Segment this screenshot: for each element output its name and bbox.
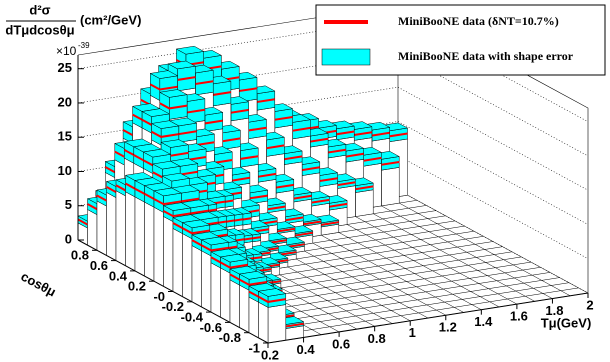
data-line [159, 102, 188, 110]
column-face [134, 196, 145, 277]
box-top [238, 271, 268, 280]
x-tick-label: 1.4 [474, 314, 493, 329]
column-face [229, 279, 240, 329]
box-top [141, 108, 171, 117]
z-tick-label: 15 [58, 129, 72, 144]
x-tick-label: 0.2 [261, 347, 279, 362]
box-top [219, 253, 249, 263]
box-top [167, 60, 197, 70]
box-top [161, 172, 191, 182]
z-tick-label: 20 [58, 94, 72, 109]
box-top [162, 202, 192, 211]
box-top [257, 288, 287, 297]
column-face [153, 206, 164, 287]
box-top [159, 89, 188, 98]
x-axis-title: Tμ(GeV) [541, 315, 592, 330]
column-face [355, 189, 374, 217]
column-face [172, 228, 183, 298]
floor-line [258, 287, 579, 339]
data-line [220, 261, 248, 269]
y-axis-title: cosθμ [18, 269, 58, 300]
y-tick-label: -0.8 [219, 330, 241, 345]
y-tick-label: 0.8 [71, 248, 89, 263]
x-tick-label: 0.4 [297, 342, 316, 357]
column-face [182, 233, 193, 303]
legend-swatch [321, 48, 371, 66]
column-face [115, 190, 126, 267]
z-tick-label: 25 [58, 60, 72, 75]
data-line [149, 83, 178, 91]
box-top [181, 219, 211, 229]
column-face [125, 191, 136, 272]
y-tick-label: -1 [248, 340, 260, 355]
column-face [201, 250, 212, 313]
data-line [153, 198, 182, 206]
z-multiplier: ×10 [56, 44, 77, 58]
box-top [142, 148, 172, 158]
column [258, 301, 287, 344]
x-tick-label: 2 [586, 297, 593, 312]
y-tick-label: -0 [153, 289, 165, 304]
column-face [267, 304, 287, 344]
data-line [151, 130, 179, 138]
column-face [106, 191, 117, 262]
column-face [87, 209, 98, 251]
column-face [191, 245, 202, 308]
legend-label: MiniBooNE data with shape error [398, 49, 574, 63]
box-top [149, 70, 179, 79]
z-label-numerator: d²σ [29, 2, 50, 17]
z-multiplier-exponent: -39 [78, 41, 90, 50]
y-tick-label: -0.6 [200, 320, 222, 335]
x-tick-label: 1 [409, 325, 416, 340]
column-face [163, 216, 174, 292]
x-tick-label: 0.8 [368, 331, 386, 346]
y-tick-label: 0.6 [90, 258, 108, 273]
z-tick-label: 0 [65, 231, 72, 246]
y-tick-label: 0.2 [128, 279, 146, 294]
box-top [200, 236, 230, 246]
column-face [239, 284, 250, 334]
x-tick-label: 1.8 [545, 303, 563, 318]
legend: MiniBooNE data (δNT=10.7%) MiniBooNE dat… [315, 4, 606, 76]
z-tick-label: 10 [58, 163, 72, 178]
y-tick-label: -0.2 [162, 299, 184, 314]
column-face [144, 201, 155, 282]
x-axis [267, 292, 589, 344]
box-top [160, 139, 190, 148]
column-face [248, 296, 259, 339]
y-tick-label: -0.4 [181, 310, 204, 325]
column-face [220, 267, 231, 323]
box-top [152, 160, 181, 170]
x-tick-label: 1.2 [439, 320, 457, 335]
box-top [175, 45, 205, 55]
axes: 0.2 0.4 0.6 0.8 1 1.2 1.4 1.6 1.8 2-1-0.8-0.6-0.4… [58, 55, 594, 362]
x-tick-label: 1.6 [510, 309, 528, 324]
box-top [150, 120, 180, 129]
y-tick-label: 0.4 [109, 268, 128, 283]
x-tick-label: 0.6 [332, 336, 350, 351]
z-label-denominator: dTμdcosθμ [5, 22, 74, 37]
column-face [381, 167, 400, 207]
z-tick-label: 5 [65, 197, 72, 212]
column-face [258, 301, 269, 344]
data-line [239, 278, 267, 286]
column-face [96, 200, 107, 256]
box-top [153, 187, 183, 197]
data-line [201, 244, 229, 252]
legend-label: MiniBooNE data (δNT=10.7%) [398, 14, 559, 28]
column-face [210, 262, 221, 318]
data-line [163, 210, 191, 218]
data-line [182, 227, 210, 235]
lego-bars [77, 45, 409, 344]
z-label-unit: (cm²/GeV) [80, 12, 141, 27]
data-line [258, 295, 286, 303]
